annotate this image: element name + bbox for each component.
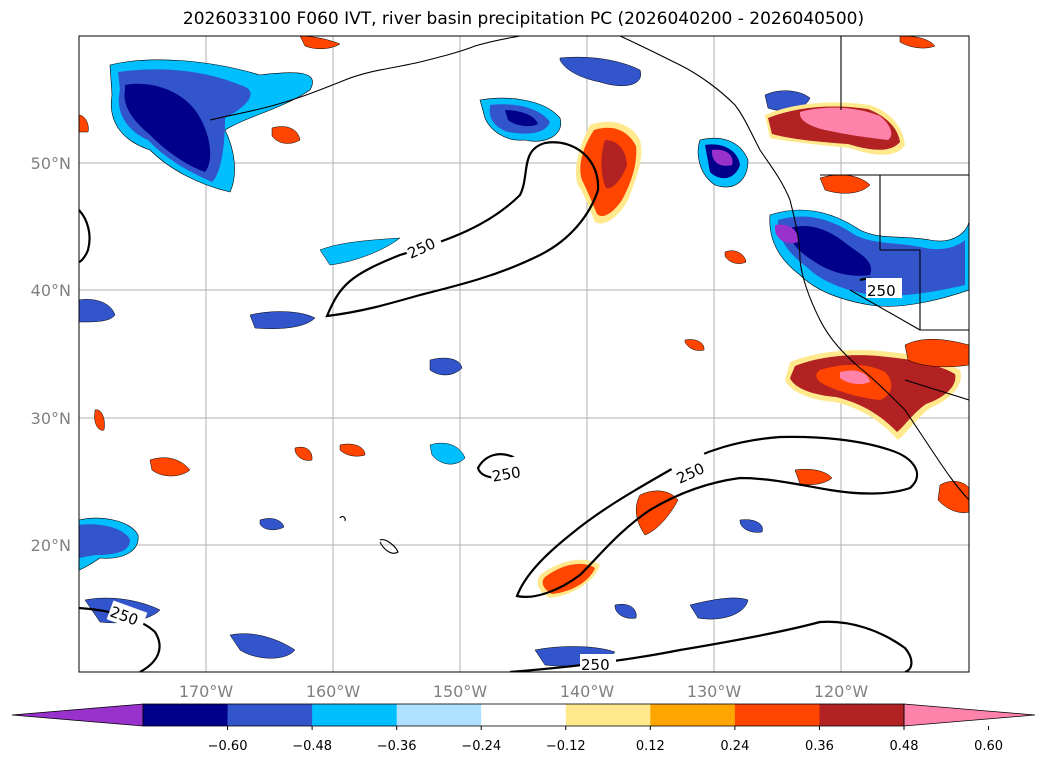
colorbar-extend-high [903,703,1036,727]
colorbar-cell [650,704,736,726]
colorbar: −0.60 −0.48 −0.36 −0.24 −0.12 0.12 0.24 0.36 0.4… [11,703,1036,754]
colorbar-cell [227,704,313,726]
map-title: 2026033100 F060 IVT, river basin precipi… [182,9,865,29]
ivt-label-hawaii: 250 [491,463,522,486]
lon-label-160w: 160°W [306,682,361,701]
colorbar-cell [565,704,651,726]
lat-label-30n: 30°N [31,409,71,428]
longitude-labels: 170°W 160°W 150°W 140°W 130°W 120°W [179,682,869,701]
lat-label-20n: 20°N [31,536,71,555]
colorbar-cell [312,704,398,726]
colorbar-cell [734,704,820,726]
colorbar-tick-label: 0.60 [974,739,1003,754]
lon-label-170w: 170°W [179,682,234,701]
neg-patch-hawaii [79,299,116,323]
border-states [849,175,969,401]
colorbar-tick-label: −0.24 [461,739,501,754]
lat-label-50n: 50°N [31,154,71,173]
latitude-labels: 50°N 40°N 30°N 20°N [31,154,71,555]
coast-alaska [209,36,521,121]
colorbar-tick-label: 0.48 [890,739,919,754]
negative-anomaly-patches [79,56,969,667]
lon-label-140w: 140°W [560,682,615,701]
positive-anomaly-patches [79,36,969,598]
ivt-label-south-east: 250 [581,656,610,674]
colorbar-cell [396,704,482,726]
colorbar-tick-label: −0.60 [208,739,248,754]
colorbar-tick-label: −0.36 [377,739,417,754]
ivt-contour-subtropical [515,435,919,598]
colorbar-cell [481,704,567,726]
coastlines [209,36,969,554]
ivt-label-land: 250 [867,282,896,300]
coast-north-america [789,199,969,501]
ivt-contour-south [79,606,161,672]
ivt-contour-west-edge [79,209,91,264]
colorbar-tick-label: 0.36 [805,739,834,754]
lon-label-120w: 120°W [814,682,869,701]
colorbar-cell [143,704,229,726]
lat-label-40n: 40°N [31,281,71,300]
lon-label-150w: 150°W [433,682,488,701]
colorbar-tick-label: 0.24 [720,739,749,754]
colorbar-tick-label: −0.48 [292,739,332,754]
lon-label-130w: 130°W [687,682,742,701]
colorbar-tick-label: −0.12 [546,739,586,754]
colorbar-cell [819,704,905,726]
map-frame [78,35,970,673]
colorbar-outline [142,703,905,727]
colorbar-tick-label: 0.12 [636,739,665,754]
colorbar-extend-low [11,703,144,727]
